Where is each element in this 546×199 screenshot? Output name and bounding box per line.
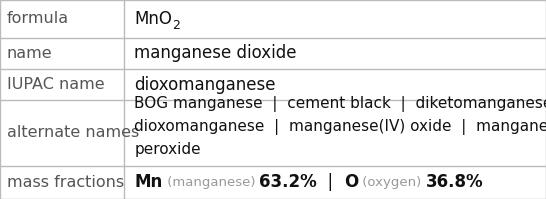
Text: alternate names: alternate names [7,125,139,140]
Text: formula: formula [7,11,69,26]
Text: name: name [7,46,52,61]
Text: (manganese): (manganese) [163,176,259,189]
Text: manganese dioxide: manganese dioxide [134,44,297,62]
Text: 63.2%: 63.2% [259,173,317,191]
Text: O: O [343,173,358,191]
Text: IUPAC name: IUPAC name [7,77,104,92]
Text: mass fractions: mass fractions [7,175,124,190]
Text: 2: 2 [172,19,180,32]
Text: dioxomanganese: dioxomanganese [134,76,276,94]
Text: 36.8%: 36.8% [425,173,483,191]
Text: BOG manganese  |  cement black  |  diketomanganese  |
dioxomanganese  |  mangane: BOG manganese | cement black | diketoman… [134,96,546,156]
Text: (oxygen): (oxygen) [358,176,425,189]
Text: MnO: MnO [134,10,172,28]
Text: |: | [317,173,343,191]
Text: Mn: Mn [134,173,163,191]
